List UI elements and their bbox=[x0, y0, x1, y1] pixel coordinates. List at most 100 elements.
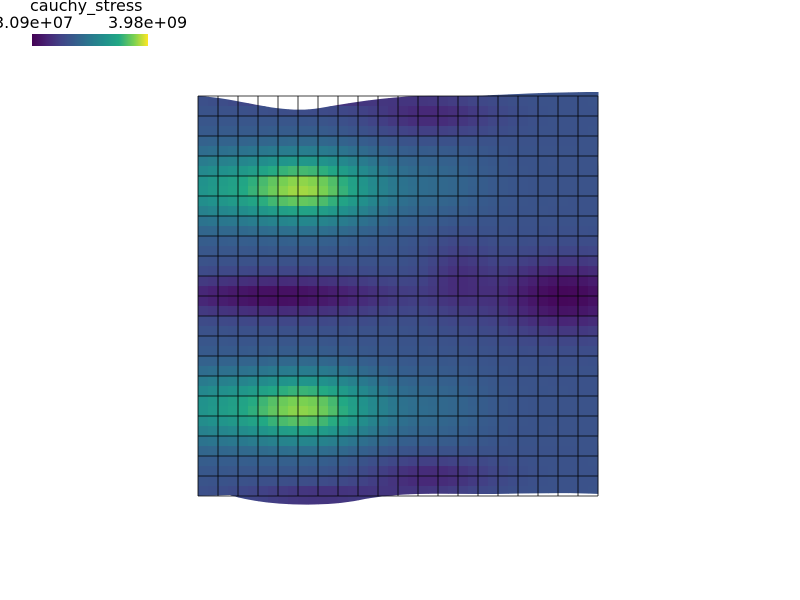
heat-cell bbox=[418, 236, 429, 247]
heat-cell bbox=[388, 286, 399, 297]
heat-cell bbox=[198, 286, 209, 297]
heat-cell bbox=[348, 286, 359, 297]
heat-cell bbox=[588, 116, 599, 127]
heat-cell bbox=[568, 166, 579, 177]
heat-cell bbox=[198, 276, 209, 287]
heat-cell bbox=[488, 226, 499, 237]
heat-cell bbox=[368, 466, 379, 477]
heat-cell bbox=[518, 246, 529, 257]
heat-cell bbox=[528, 466, 539, 477]
heat-cell bbox=[238, 436, 249, 447]
heat-cell bbox=[398, 366, 409, 377]
heat-cell bbox=[448, 246, 459, 257]
heat-cell bbox=[488, 356, 499, 367]
heat-cell bbox=[348, 196, 359, 207]
heat-cell bbox=[298, 146, 309, 157]
heat-cell bbox=[288, 276, 299, 287]
heat-cell bbox=[378, 346, 389, 357]
heat-cell bbox=[348, 396, 359, 407]
heat-cell bbox=[208, 466, 219, 477]
heat-cell bbox=[318, 426, 329, 437]
heat-cell bbox=[338, 456, 349, 467]
heat-cell bbox=[488, 446, 499, 457]
heat-cell bbox=[348, 336, 359, 347]
heat-cell bbox=[538, 446, 549, 457]
heat-cell bbox=[358, 176, 369, 187]
heat-cell bbox=[428, 146, 439, 157]
heat-cell bbox=[498, 326, 509, 337]
heat-cell bbox=[578, 346, 589, 357]
heat-cell bbox=[348, 346, 359, 357]
heat-cell bbox=[378, 406, 389, 417]
heat-cell bbox=[498, 266, 509, 277]
heat-cell bbox=[428, 216, 439, 227]
heat-cell bbox=[238, 386, 249, 397]
heat-cell bbox=[328, 366, 339, 377]
heat-cell bbox=[228, 186, 239, 197]
heat-cell bbox=[398, 156, 409, 167]
heat-cell bbox=[338, 286, 349, 297]
heat-cell bbox=[558, 156, 569, 167]
heat-cell bbox=[338, 416, 349, 427]
heat-cell bbox=[228, 336, 239, 347]
heat-cell bbox=[208, 346, 219, 357]
heat-cell bbox=[298, 256, 309, 267]
heat-cell bbox=[528, 476, 539, 487]
heat-cell bbox=[478, 186, 489, 197]
heat-cell bbox=[208, 236, 219, 247]
heat-cell bbox=[288, 256, 299, 267]
heat-cell bbox=[478, 446, 489, 457]
heat-cell bbox=[438, 246, 449, 257]
heat-cell bbox=[228, 106, 239, 117]
heat-cell bbox=[338, 116, 349, 127]
heat-cell bbox=[258, 196, 269, 207]
heat-cell bbox=[328, 116, 339, 127]
heat-cell bbox=[538, 436, 549, 447]
heat-cell bbox=[428, 116, 439, 127]
heat-cell bbox=[428, 446, 439, 457]
heat-cell bbox=[568, 296, 579, 307]
heat-cell bbox=[268, 446, 279, 457]
heat-cell bbox=[488, 426, 499, 437]
heat-cell bbox=[248, 316, 259, 327]
heat-cell bbox=[578, 306, 589, 317]
heat-cell bbox=[458, 76, 469, 87]
heat-cell bbox=[288, 446, 299, 457]
heat-cell bbox=[538, 76, 549, 87]
heat-cell bbox=[218, 196, 229, 207]
heat-cell bbox=[278, 476, 289, 487]
heat-cell bbox=[508, 236, 519, 247]
heat-cell bbox=[568, 126, 579, 137]
heat-cell bbox=[358, 206, 369, 217]
heat-cell bbox=[538, 176, 549, 187]
heat-cell bbox=[588, 176, 599, 187]
heat-cell bbox=[338, 146, 349, 157]
heat-cell bbox=[498, 186, 509, 197]
heat-cell bbox=[328, 396, 339, 407]
heat-cell bbox=[328, 456, 339, 467]
heat-cell bbox=[558, 286, 569, 297]
heat-cell bbox=[498, 366, 509, 377]
heat-cell bbox=[418, 246, 429, 257]
heat-cell bbox=[338, 196, 349, 207]
heat-cell bbox=[418, 156, 429, 167]
heat-cell bbox=[298, 446, 309, 457]
heat-cell bbox=[258, 92, 269, 97]
heat-cell bbox=[398, 436, 409, 447]
heat-cell bbox=[338, 96, 349, 107]
heat-cell bbox=[308, 376, 319, 387]
heat-cell bbox=[408, 96, 419, 107]
heat-cell bbox=[438, 506, 449, 517]
heat-cell bbox=[378, 466, 389, 477]
heat-cell bbox=[448, 76, 459, 87]
heat-cell bbox=[358, 92, 369, 97]
heat-cell bbox=[428, 306, 439, 317]
heat-cell bbox=[368, 406, 379, 417]
heat-cell bbox=[568, 376, 579, 387]
heat-cell bbox=[208, 276, 219, 287]
heat-cell bbox=[268, 176, 279, 187]
heat-cell bbox=[478, 216, 489, 227]
heat-cell bbox=[418, 176, 429, 187]
heat-cell bbox=[198, 92, 209, 97]
heat-cell bbox=[548, 316, 559, 327]
